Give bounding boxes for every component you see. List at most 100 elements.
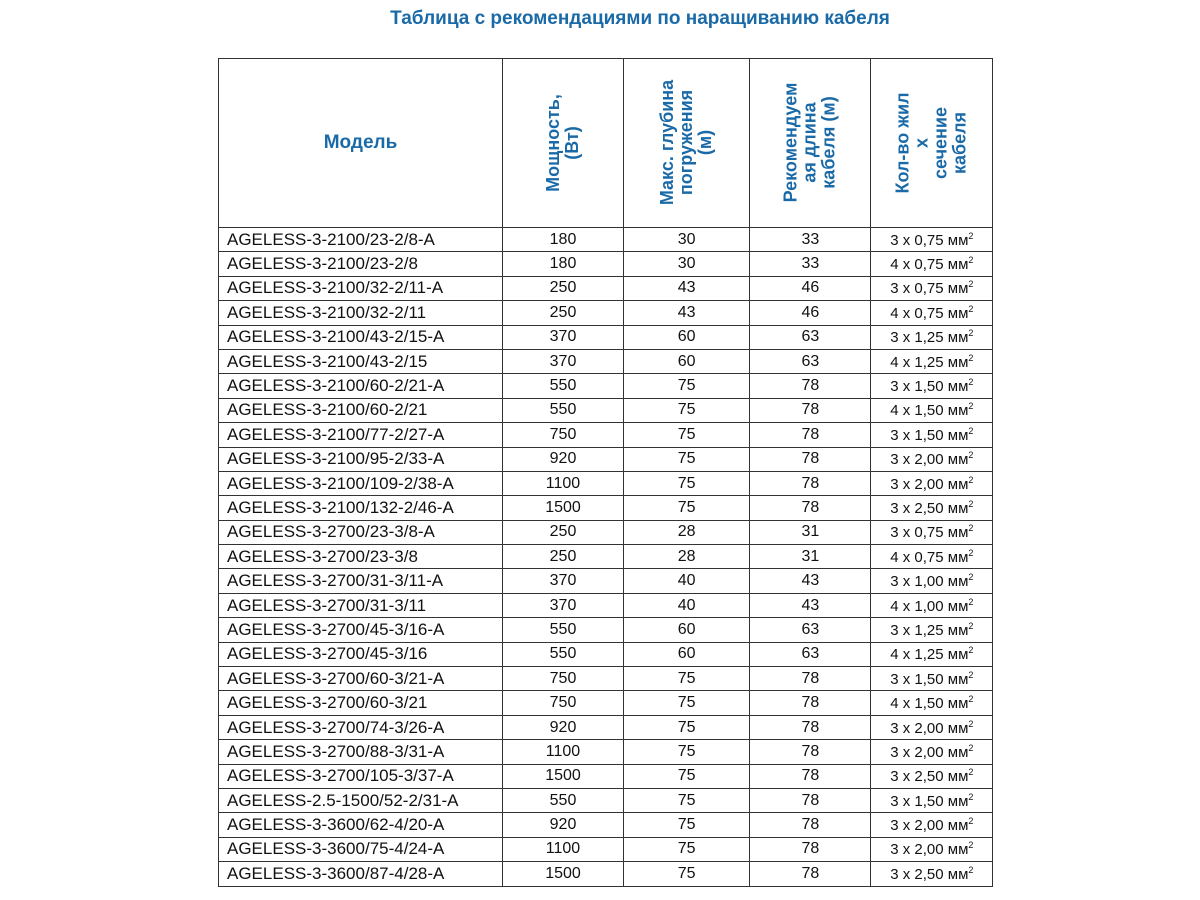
power-cell-text: 750 (549, 669, 577, 687)
model-cell-text: AGELESS-3-2700/60-3/21-A (227, 668, 445, 688)
page-title: Таблица с рекомендациями по наращиванию … (390, 8, 890, 29)
table-row: AGELESS-3-3600/75-4/24-A 1100 75 78 3 х 2,00… (218, 836, 994, 863)
model-cell: AGELESS-3-2700/74-3/26-A (218, 714, 503, 741)
length-cell-text: 63 (801, 328, 820, 346)
power-cell-text: 250 (549, 523, 577, 541)
length-cell-text: 78 (801, 864, 820, 882)
power-cell-text: 250 (549, 547, 577, 565)
table-row: AGELESS-3-2100/23-2/8-A 180 30 33 3 х 0,75 м… (218, 226, 994, 253)
table-row: AGELESS-2.5-1500/52-2/31-A 550 75 78 3 х 1,5… (218, 787, 994, 814)
length-cell-text: 46 (801, 279, 820, 297)
power-cell: 250 (502, 544, 624, 570)
length-cell: 63 (749, 641, 872, 668)
length-cell: 78 (749, 836, 872, 863)
cable-cell-text: 3 х 1,25 мм (890, 329, 969, 347)
cable-cell: 3 х 1,50 мм2 (870, 787, 994, 814)
power-cell: 750 (502, 690, 624, 716)
cable-cell-text: 3 х 1,50 мм (890, 378, 969, 396)
model-cell-text: AGELESS-3-2700/31-3/11 (227, 595, 427, 615)
cable-cell: 3 х 0,75 мм2 (870, 275, 994, 302)
cable-cell: 3 х 2,00 мм2 (870, 812, 994, 838)
table-row: AGELESS-3-2700/31-3/11-A 370 40 43 3 х 1,00 … (218, 568, 994, 594)
model-cell: AGELESS-3-2700/105-3/37-A (218, 763, 503, 789)
header-row: Модель Мощность, (Вт) Макс. глубина погр… (218, 58, 994, 228)
model-cell-text: AGELESS-3-2700/88-3/31-A (227, 741, 445, 761)
power-cell-text: 180 (549, 255, 577, 273)
model-cell: AGELESS-3-2700/60-3/21 (218, 690, 503, 716)
cable-cell-text: 4 х 1,50 мм (890, 402, 969, 420)
depth-cell: 75 (622, 373, 751, 399)
depth-cell: 60 (622, 348, 751, 375)
header-depth: Макс. глубина погружения (м) (622, 58, 751, 228)
power-cell-text: 370 (549, 572, 577, 590)
length-cell-text: 46 (801, 303, 820, 321)
power-cell-text: 250 (549, 279, 577, 297)
depth-cell: 75 (622, 495, 751, 521)
model-cell-text: AGELESS-3-2100/132-2/46-A (227, 497, 454, 517)
unit-superscript: 2 (968, 425, 974, 436)
cable-cell-text: 4 х 0,75 мм (890, 304, 969, 322)
cable-cell: 3 х 2,00 мм2 (870, 836, 994, 863)
depth-cell: 28 (622, 544, 751, 570)
model-cell: AGELESS-3-2100/60-2/21 (218, 397, 503, 424)
depth-cell-text: 43 (677, 279, 696, 297)
depth-cell-text: 75 (677, 669, 696, 687)
cable-cell: 3 х 0,75 мм2 (870, 519, 994, 546)
cable-cell: 3 х 1,00 мм2 (870, 568, 994, 594)
depth-cell-text: 75 (677, 401, 696, 419)
table-row: AGELESS-3-2100/43-2/15-A 370 60 63 3 х 1,25 … (218, 324, 994, 350)
cable-cell-text: 3 х 2,50 мм (890, 865, 969, 883)
depth-cell-text: 75 (677, 498, 696, 516)
unit-superscript: 2 (968, 791, 974, 802)
unit-superscript: 2 (968, 718, 974, 729)
model-cell: AGELESS-3-2700/23-3/8-A (218, 519, 503, 546)
depth-cell: 43 (622, 275, 751, 302)
length-cell: 78 (749, 373, 872, 399)
length-cell-text: 63 (801, 620, 820, 638)
depth-cell: 75 (622, 836, 751, 863)
cable-cell: 3 х 0,75 мм2 (870, 226, 994, 253)
unit-superscript: 2 (968, 816, 974, 827)
header-depth-label: Макс. глубина погружения (м) (657, 79, 716, 206)
depth-cell-text: 28 (677, 547, 696, 565)
power-cell-text: 550 (549, 791, 577, 809)
length-cell-text: 78 (801, 840, 820, 858)
length-cell: 78 (749, 397, 872, 424)
table-row: AGELESS-3-2700/88-3/31-A 1100 75 78 3 х 2,00… (218, 739, 994, 765)
power-cell-text: 550 (549, 401, 577, 419)
power-cell-text: 1500 (545, 767, 581, 785)
model-cell: AGELESS-3-2700/45-3/16 (218, 641, 503, 668)
model-cell-text: AGELESS-3-2100/43-2/15 (227, 351, 428, 371)
cable-cell-text: 3 х 1,00 мм (890, 573, 969, 591)
unit-superscript: 2 (968, 450, 974, 461)
model-cell: AGELESS-3-2100/95-2/33-A (218, 446, 503, 472)
power-cell: 550 (502, 397, 624, 424)
model-cell: AGELESS-2.5-1500/52-2/31-A (218, 787, 503, 814)
depth-cell: 60 (622, 617, 751, 643)
power-cell-text: 1500 (545, 864, 581, 882)
unit-superscript: 2 (968, 547, 974, 558)
length-cell: 78 (749, 495, 872, 521)
model-cell: AGELESS-3-2700/31-3/11-A (218, 568, 503, 594)
header-cable: Кол-во жил х сечение кабеля (870, 58, 994, 228)
power-cell-text: 1100 (545, 840, 581, 858)
length-cell-text: 78 (801, 377, 820, 395)
cable-cell: 4 х 1,25 мм2 (870, 641, 994, 668)
unit-superscript: 2 (968, 620, 974, 631)
length-cell: 63 (749, 324, 872, 350)
length-cell: 78 (749, 422, 872, 448)
unit-superscript: 2 (968, 864, 974, 875)
table-row: AGELESS-3-3600/62-4/20-A 920 75 78 3 х 2,00 … (218, 812, 994, 838)
cable-cell-text: 3 х 2,50 мм (890, 499, 969, 517)
length-cell-text: 78 (801, 767, 820, 785)
model-cell-text: AGELESS-3-3600/75-4/24-A (227, 839, 445, 859)
depth-cell-text: 75 (677, 791, 696, 809)
depth-cell: 75 (622, 446, 751, 472)
table-row: AGELESS-3-2700/60-3/21-A 750 75 78 3 х 1,50 … (218, 666, 994, 692)
power-cell: 550 (502, 373, 624, 399)
model-cell: AGELESS-3-2100/23-2/8-A (218, 226, 503, 253)
length-cell-text: 63 (801, 645, 820, 663)
power-cell-text: 250 (549, 303, 577, 321)
table-row: AGELESS-3-2100/60-2/21 550 75 78 4 х 1,50 мм… (218, 397, 994, 424)
length-cell: 78 (749, 763, 872, 789)
